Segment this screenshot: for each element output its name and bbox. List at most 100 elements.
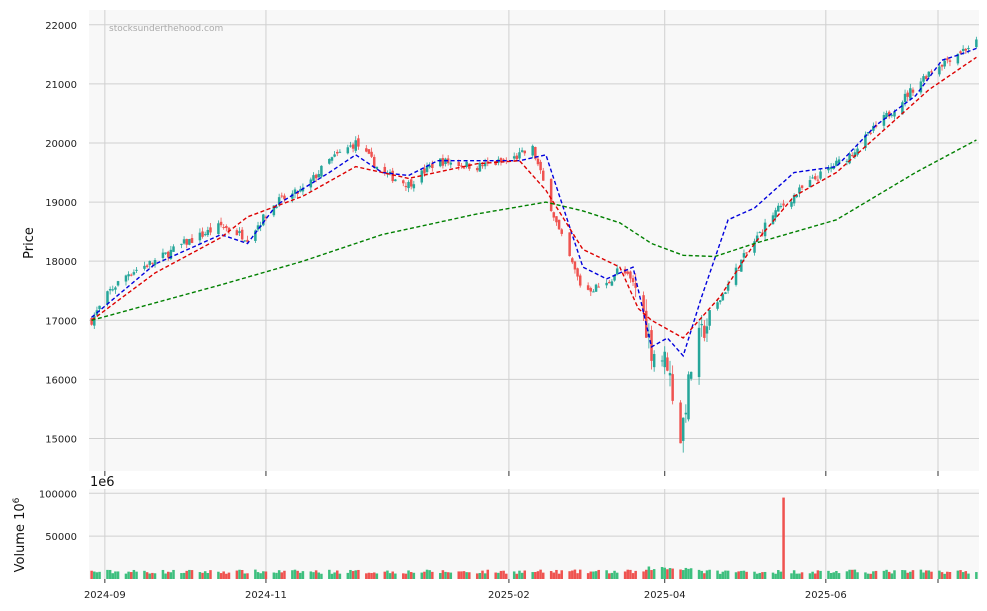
volume-bar	[93, 571, 96, 579]
volume-bar	[446, 572, 450, 579]
volume-bar	[671, 568, 674, 579]
volume-bar	[684, 567, 688, 579]
candle-body	[742, 253, 746, 258]
candle-body	[108, 289, 112, 291]
candle-body	[227, 227, 231, 232]
candle-body	[800, 185, 804, 188]
candle-body	[700, 323, 703, 326]
volume-bar	[808, 573, 812, 579]
candle-body	[608, 281, 611, 284]
volume-bar	[185, 570, 188, 579]
candle-body	[927, 71, 931, 77]
volume-bar	[164, 573, 167, 579]
candle-body	[333, 154, 336, 157]
volume-panel-bg	[89, 489, 979, 579]
candle-body	[98, 305, 101, 310]
candle-body	[576, 268, 579, 277]
volume-bar	[116, 571, 120, 579]
candle-body	[909, 88, 912, 99]
volume-bar	[127, 571, 130, 579]
candle-body	[774, 210, 777, 218]
candle-body	[835, 160, 838, 166]
candle-body	[203, 234, 207, 236]
volume-bar	[557, 573, 561, 579]
volume-bar	[774, 573, 777, 579]
volume-bar	[520, 572, 524, 579]
volume-bar	[349, 569, 352, 579]
candle-body	[634, 282, 637, 288]
candle-body	[372, 156, 376, 168]
volume-bar	[180, 573, 183, 579]
volume-bar	[919, 569, 923, 579]
candle-body	[705, 326, 709, 334]
volume-bar	[172, 569, 175, 579]
candle-body	[906, 92, 909, 97]
volume-bar	[555, 569, 558, 579]
volume-bar	[483, 573, 487, 579]
volume-bar	[771, 572, 775, 579]
candle-body	[956, 53, 960, 64]
price-tick-label: 18000	[45, 257, 77, 268]
candle-body	[111, 289, 115, 291]
volume-bar	[726, 570, 730, 579]
volume-bar	[309, 571, 313, 579]
volume-bar	[444, 571, 447, 579]
volume-bar	[578, 569, 582, 579]
candle-body	[409, 179, 413, 187]
volume-bar	[402, 573, 405, 579]
candle-body	[402, 180, 405, 184]
x-tick-label: 2025-04	[644, 590, 686, 601]
volume-bar	[724, 570, 727, 579]
volume-bar	[145, 572, 149, 579]
candle-body	[967, 47, 970, 50]
candle-body	[124, 275, 128, 282]
volume-bar	[906, 572, 909, 579]
volume-bar	[462, 571, 466, 579]
volume-bar	[494, 572, 497, 579]
candle-body	[571, 258, 574, 263]
candle-body	[758, 232, 762, 234]
volume-bar	[412, 572, 416, 579]
candle-body	[209, 227, 212, 233]
volume-bar	[143, 570, 146, 579]
volume-bar	[188, 569, 191, 579]
volume-bar	[882, 570, 886, 579]
candle-body	[172, 246, 175, 252]
volume-bar	[372, 572, 376, 579]
candle-body	[721, 294, 725, 301]
candle-body	[438, 158, 442, 167]
volume-bar	[853, 569, 857, 579]
volume-bar	[534, 572, 537, 579]
volume-bar	[539, 569, 542, 579]
candle-body	[457, 162, 460, 167]
candle-body	[697, 327, 701, 378]
candle-body	[832, 167, 836, 169]
volume-bar	[98, 571, 101, 579]
candle-body	[668, 372, 672, 376]
volume-bar	[238, 569, 241, 579]
candle-body	[816, 179, 820, 181]
candle-body	[869, 132, 872, 134]
volume-bar	[790, 573, 793, 579]
volume-bar	[642, 571, 645, 579]
candle-body	[726, 284, 730, 291]
volume-bar	[872, 571, 875, 579]
candle-body	[568, 232, 571, 257]
candle-body	[351, 144, 355, 149]
volume-bar	[114, 571, 117, 579]
volume-bar	[90, 570, 93, 579]
candle-body	[887, 111, 891, 117]
volume-bar	[700, 570, 703, 579]
candle-body	[370, 151, 373, 157]
moving-average-line-2	[91, 56, 977, 339]
candle-body	[441, 158, 445, 166]
candle-body	[753, 241, 756, 253]
candle-body	[512, 156, 516, 159]
volume-bar	[605, 570, 608, 579]
volume-bar	[629, 569, 632, 579]
candle-body	[190, 238, 194, 243]
candle-body	[275, 206, 278, 209]
candle-body	[866, 132, 870, 134]
candle-body	[539, 161, 542, 171]
candle-body	[687, 374, 690, 420]
